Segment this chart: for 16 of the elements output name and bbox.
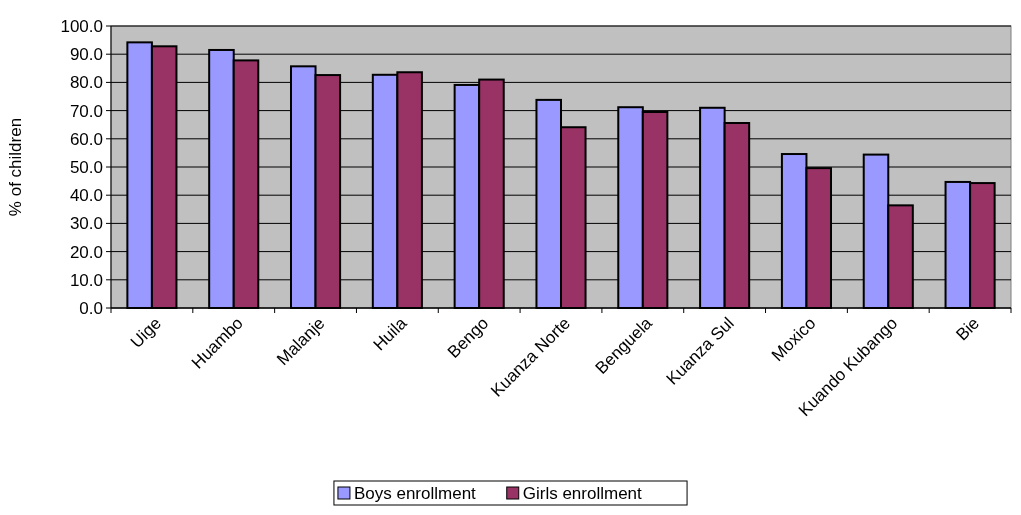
y-tick-label: 70.0 [69, 101, 103, 121]
legend-label: Boys enrollment [353, 483, 477, 503]
legend-label: Girls enrollment [522, 483, 643, 503]
x-tick-label: Bie [952, 313, 984, 345]
y-tick-label: 40.0 [69, 186, 103, 206]
y-tick-label: 60.0 [69, 129, 103, 149]
y-tick-label: 0.0 [79, 298, 103, 318]
y-tick-label: 10.0 [69, 270, 103, 290]
y-tick-label: 50.0 [69, 157, 103, 177]
y-tick-label: 30.0 [69, 214, 103, 234]
y-axis-title: % of children [6, 117, 25, 217]
x-tick-label: Uige [126, 313, 165, 352]
y-tick-label: 20.0 [69, 242, 103, 262]
y-tick-label: 90.0 [69, 45, 103, 65]
y-tick-label: 80.0 [69, 73, 103, 93]
y-tick-label: 100.0 [60, 16, 103, 36]
